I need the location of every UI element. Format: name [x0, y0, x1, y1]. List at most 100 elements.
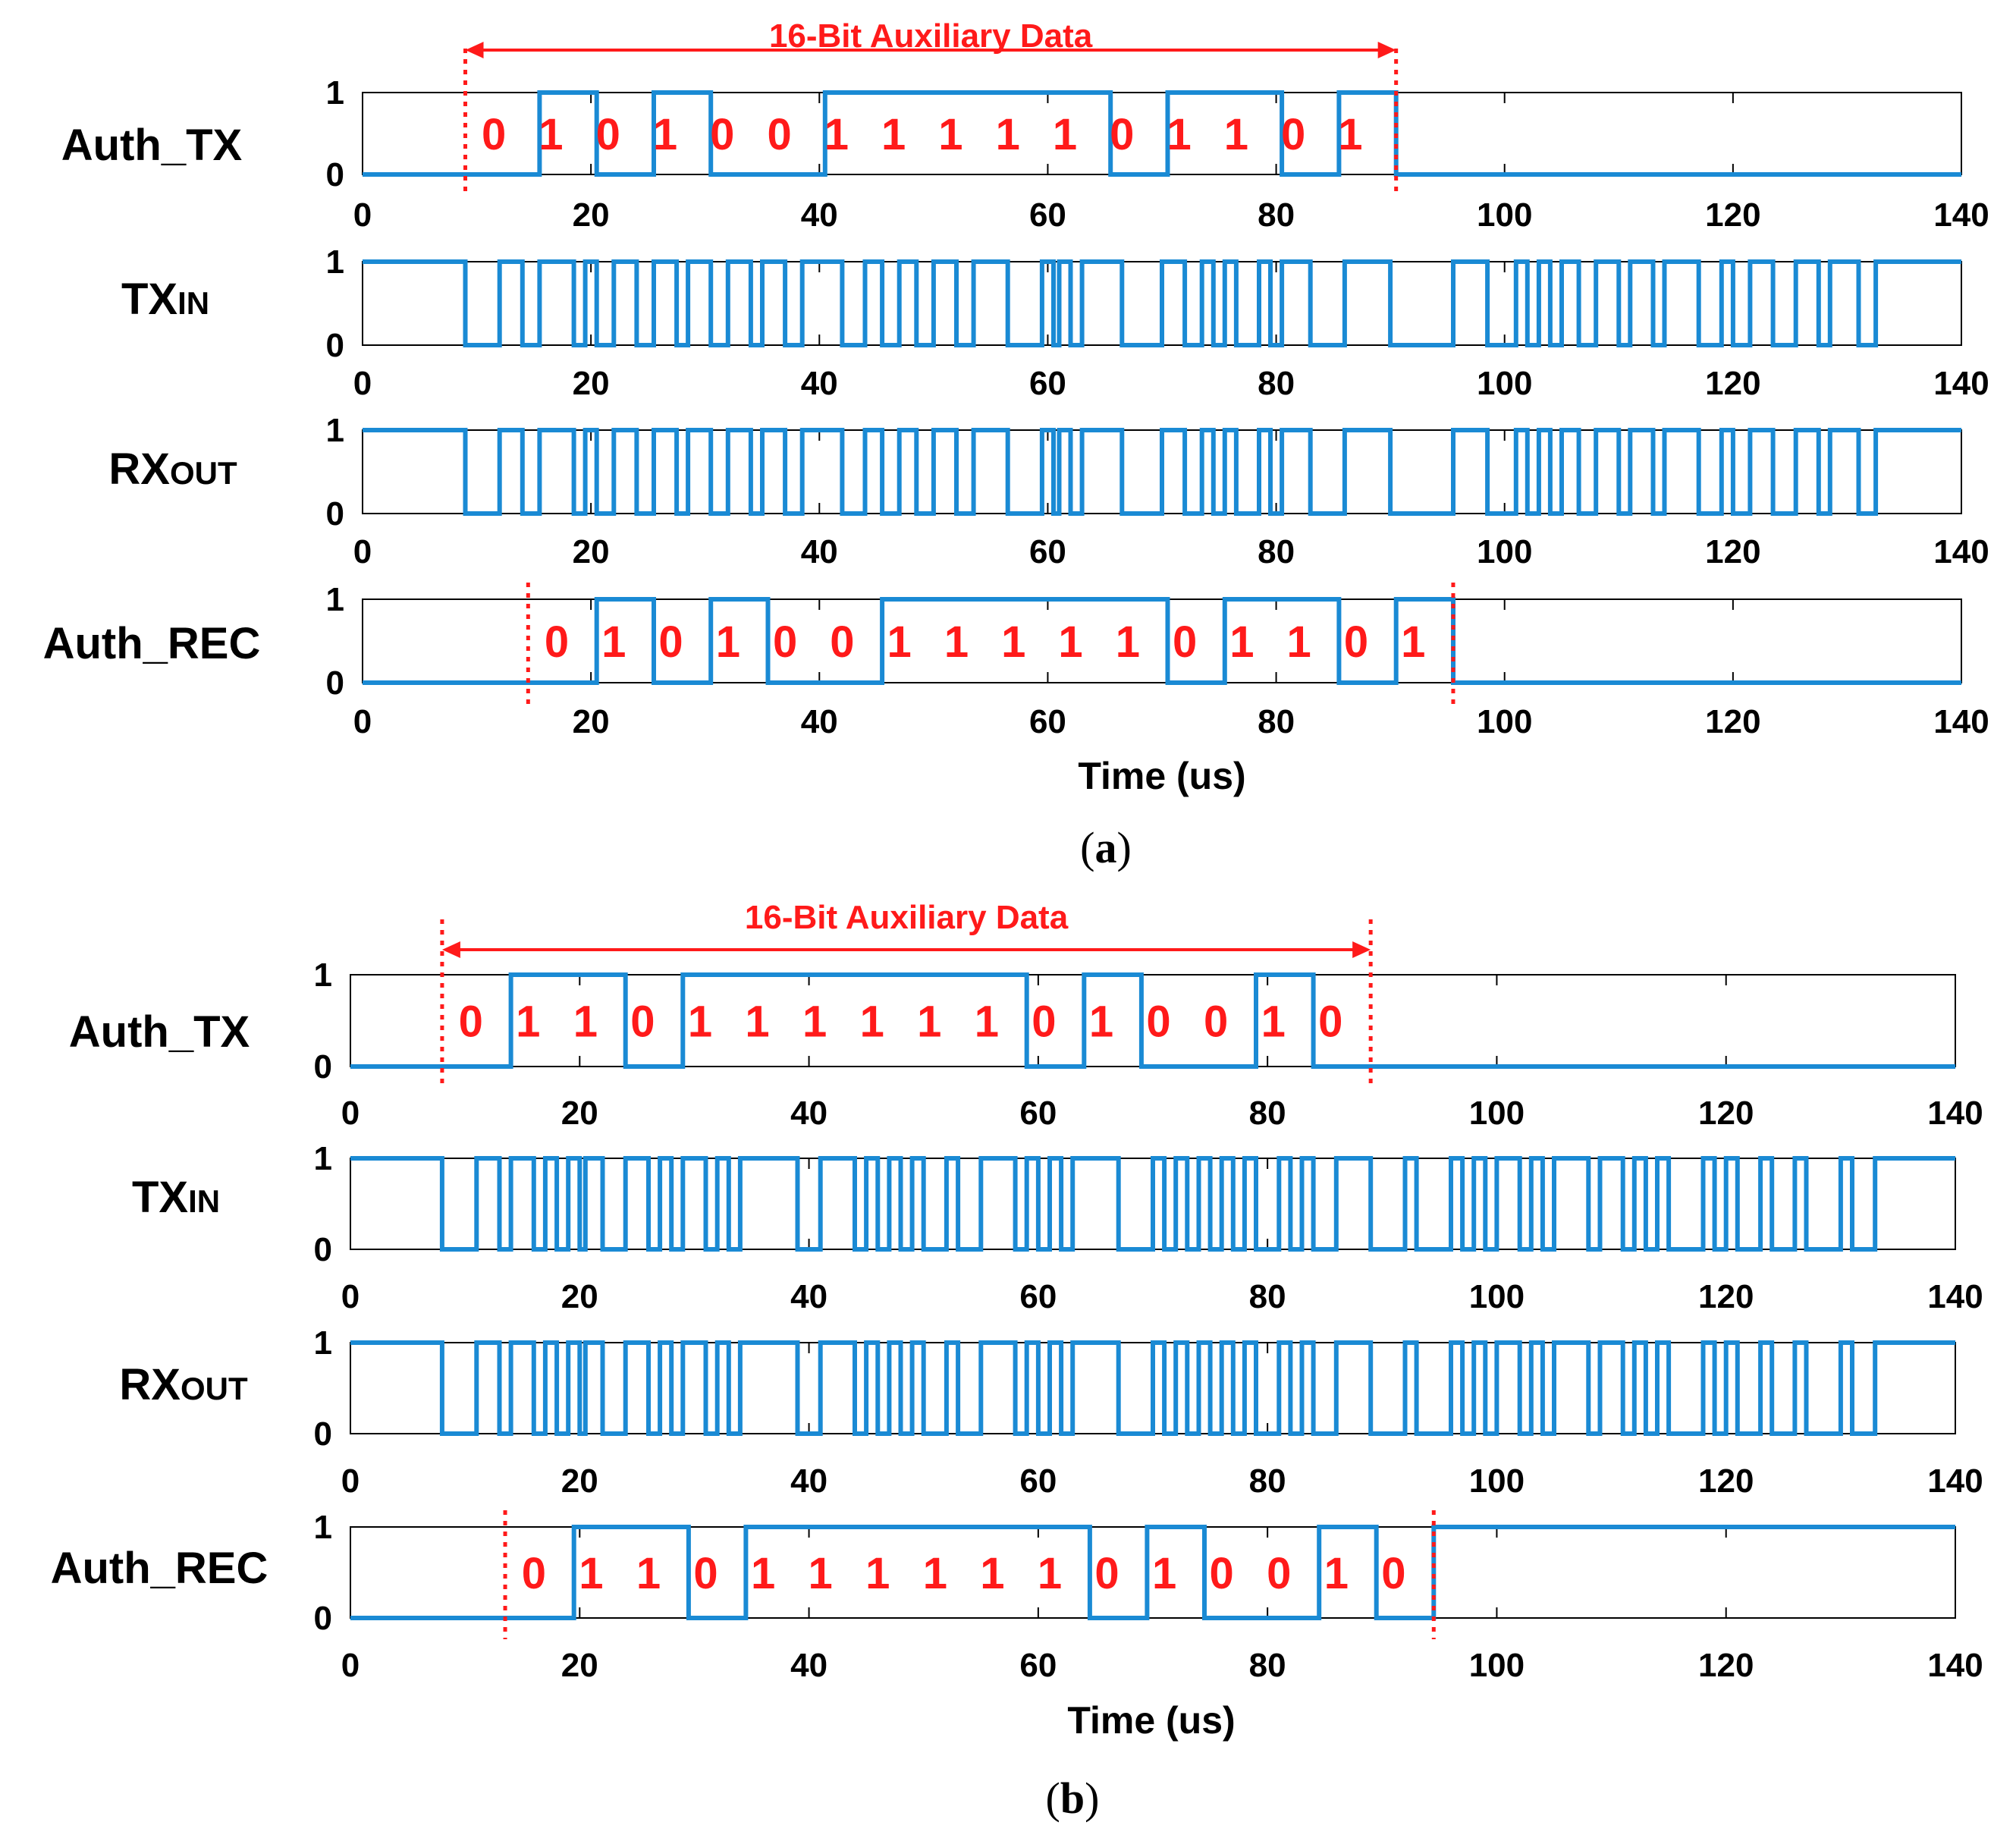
bit-label: 1 [1287, 617, 1311, 667]
bit-label: 0 [1210, 1549, 1234, 1598]
y-tick-label: 0 [314, 1600, 332, 1637]
waveform-line [350, 1156, 1955, 1252]
caption-paren-open: ( [1046, 1773, 1060, 1823]
bit-label: 1 [688, 997, 712, 1047]
banner-arrow-head-left [441, 941, 460, 958]
bit-label: 1 [751, 1549, 775, 1598]
auxiliary-data-banner: 16-Bit Auxiliary Data [441, 899, 1371, 958]
bit-label: 1 [601, 617, 626, 667]
x-tick-label: 0 [353, 703, 372, 740]
bit-label: 0 [1381, 1549, 1405, 1598]
x-tick-label: 120 [1698, 1462, 1754, 1500]
x-tick-label: 80 [1258, 703, 1295, 740]
x-tick-label: 140 [1927, 1647, 1983, 1684]
caption-paren-open: ( [1080, 823, 1094, 872]
bit-label: 1 [1401, 617, 1425, 667]
y-tick-label: 1 [326, 74, 344, 112]
bit-label: 1 [809, 1549, 833, 1598]
x-tick-label: 140 [1933, 196, 1989, 234]
x-tick-label: 40 [790, 1095, 827, 1132]
x-axis-title: Time (us) [1078, 755, 1245, 797]
signal-label-name: Auth_REC [51, 1544, 268, 1593]
x-tick-label: 80 [1258, 533, 1295, 570]
waveform-line [363, 90, 1961, 177]
x-tick-label: 60 [1029, 533, 1066, 570]
bit-label: 1 [1261, 997, 1286, 1047]
bit-label: 1 [996, 110, 1020, 159]
bit-label: 1 [860, 997, 884, 1047]
bit-label: 0 [1094, 1549, 1119, 1598]
signal-row-tx-in: TXIN 0 20 40 60 80 100 120 140 0 1 [121, 243, 1989, 402]
bit-label: 0 [1318, 997, 1342, 1047]
auxiliary-data-banner: 16-Bit Auxiliary Data [465, 17, 1396, 58]
x-tick-label: 0 [341, 1095, 360, 1132]
bit-label: 1 [1116, 617, 1140, 667]
y-tick-label: 1 [326, 243, 344, 281]
bit-label: 1 [1224, 110, 1248, 159]
x-tick-label: 20 [561, 1462, 598, 1500]
banner-label: 16-Bit Auxiliary Data [769, 17, 1093, 55]
signal-label-suffix: OUT [170, 455, 237, 491]
bit-label: 1 [1167, 110, 1191, 159]
x-tick-label: 100 [1469, 1647, 1525, 1684]
banner-arrow-head-left [465, 42, 484, 58]
x-tick-label: 60 [1029, 365, 1066, 402]
bit-label: 1 [653, 110, 677, 159]
waveform-line [363, 259, 1961, 347]
x-tick-label: 100 [1477, 365, 1532, 402]
x-tick-label: 60 [1029, 703, 1066, 740]
bit-label: 1 [824, 110, 849, 159]
signal-label: Auth_REC [51, 1544, 268, 1593]
x-tick-label: 140 [1927, 1095, 1983, 1132]
signal-label-name: RX [108, 445, 170, 494]
x-tick-label: 0 [341, 1647, 360, 1684]
x-tick-label: 0 [353, 196, 372, 234]
bit-label: 0 [630, 997, 655, 1047]
bit-label: 1 [1053, 110, 1077, 159]
signal-label: Auth_TX [69, 1007, 250, 1057]
x-tick-label: 20 [561, 1278, 598, 1315]
x-tick-label: 20 [573, 703, 610, 740]
waveform-line [363, 428, 1961, 516]
signal-label-suffix: IN [188, 1183, 220, 1219]
x-tick-label: 20 [573, 196, 610, 234]
x-tick-label: 40 [801, 196, 838, 234]
x-tick-label: 20 [561, 1647, 598, 1684]
y-tick-label: 0 [326, 327, 344, 364]
bit-label: 0 [459, 997, 483, 1047]
y-tick-label: 0 [326, 495, 344, 533]
x-axis-title: Time (us) [1067, 1699, 1235, 1742]
banner-arrow-head-right [1352, 941, 1371, 958]
x-tick-label: 60 [1029, 196, 1066, 234]
y-tick-label: 0 [326, 664, 344, 702]
bit-label: 0 [1032, 997, 1056, 1047]
x-tick-label: 20 [561, 1095, 598, 1132]
bit-label: 1 [716, 617, 740, 667]
x-tick-label: 0 [341, 1462, 360, 1500]
x-tick-label: 100 [1469, 1462, 1525, 1500]
signal-label-name: TX [132, 1173, 188, 1222]
y-tick-label: 0 [314, 1231, 332, 1268]
x-tick-label: 40 [801, 533, 838, 570]
x-tick-label: 80 [1249, 1462, 1286, 1500]
signal-label-name: Auth_REC [43, 619, 261, 668]
bit-label: 0 [1204, 997, 1228, 1047]
x-tick-label: 60 [1019, 1647, 1057, 1684]
x-tick-label: 140 [1933, 365, 1989, 402]
x-tick-label: 100 [1477, 703, 1532, 740]
bit-label: 1 [1229, 617, 1254, 667]
bit-label: 0 [522, 1549, 546, 1598]
bit-label: 1 [1001, 617, 1025, 667]
bit-label: 1 [1038, 1549, 1062, 1598]
signal-row-rx-out: RXOUT 0 20 40 60 80 100 120 140 0 1 [119, 1324, 1983, 1500]
caption-letter: b [1060, 1773, 1085, 1823]
bit-label: 0 [1173, 617, 1197, 667]
bit-label: 0 [773, 617, 797, 667]
caption-paren-close: ) [1117, 823, 1132, 872]
banner-label: 16-Bit Auxiliary Data [745, 899, 1069, 936]
bit-label: 0 [1110, 110, 1134, 159]
x-tick-label: 60 [1019, 1278, 1057, 1315]
bit-label: 1 [745, 997, 769, 1047]
